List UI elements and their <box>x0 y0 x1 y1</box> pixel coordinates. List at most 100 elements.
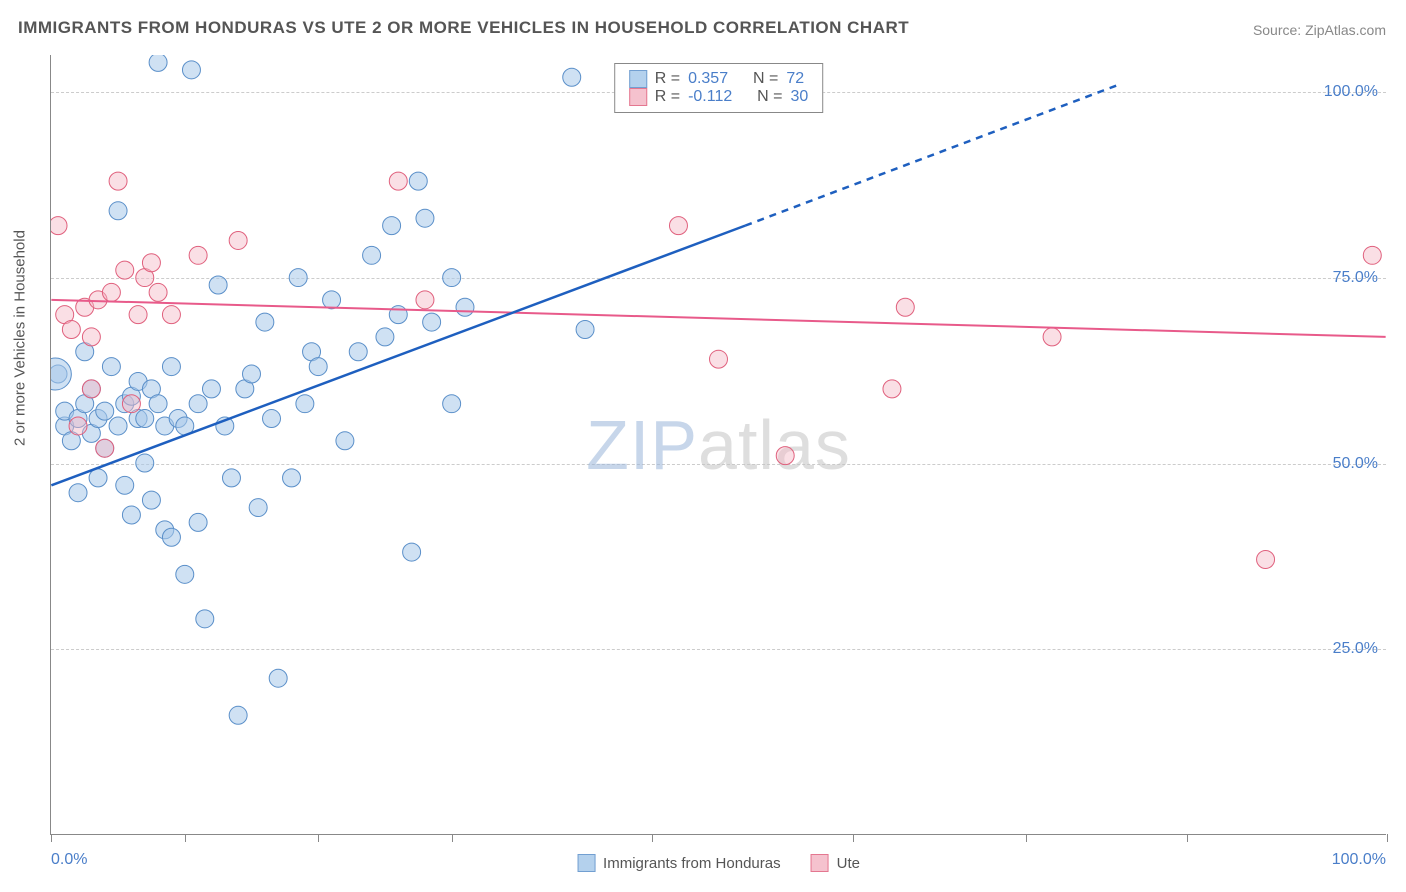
trend-line <box>51 300 1385 337</box>
chart-plot-area: ZIPatlas R = 0.357 N = 72 R = -0.112 N =… <box>50 55 1386 835</box>
data-point <box>669 217 687 235</box>
data-point <box>136 410 154 428</box>
data-point <box>96 402 114 420</box>
data-point <box>243 365 261 383</box>
data-point <box>129 306 147 324</box>
data-point <box>142 491 160 509</box>
data-point <box>109 202 127 220</box>
legend-swatch-b2 <box>811 854 829 872</box>
x-tick <box>853 834 854 842</box>
data-point <box>96 439 114 457</box>
data-point <box>162 528 180 546</box>
data-point <box>162 358 180 376</box>
r-value-2: -0.112 <box>688 88 732 106</box>
data-point <box>51 217 67 235</box>
scatter-svg <box>51 55 1386 834</box>
data-point <box>189 246 207 264</box>
data-point <box>122 506 140 524</box>
data-point <box>383 217 401 235</box>
series-name-1: Immigrants from Honduras <box>603 855 781 872</box>
x-tick <box>1387 834 1388 842</box>
data-point <box>109 417 127 435</box>
x-max-label: 100.0% <box>1332 851 1386 869</box>
data-point <box>409 172 427 190</box>
data-point <box>576 321 594 339</box>
data-point <box>102 358 120 376</box>
data-point <box>389 172 407 190</box>
data-point <box>269 669 287 687</box>
data-point <box>182 61 200 79</box>
x-tick <box>185 834 186 842</box>
data-point <box>376 328 394 346</box>
data-point <box>62 321 80 339</box>
legend-row-series2: R = -0.112 N = 30 <box>629 88 809 106</box>
data-point <box>1043 328 1061 346</box>
data-point <box>896 298 914 316</box>
data-point <box>883 380 901 398</box>
data-point <box>323 291 341 309</box>
legend-swatch-2 <box>629 88 647 106</box>
n-label: N = <box>753 70 778 88</box>
data-point <box>89 469 107 487</box>
data-point <box>149 55 167 71</box>
data-point <box>116 261 134 279</box>
data-point <box>456 298 474 316</box>
data-point <box>776 447 794 465</box>
data-point <box>249 499 267 517</box>
data-point <box>82 380 100 398</box>
n-value-1: 72 <box>786 70 804 88</box>
data-point <box>69 417 87 435</box>
x-tick <box>652 834 653 842</box>
data-point <box>563 68 581 86</box>
legend-item-2: Ute <box>811 854 860 872</box>
data-point <box>202 380 220 398</box>
data-point <box>416 209 434 227</box>
r-value-1: 0.357 <box>688 70 728 88</box>
source-label: Source: ZipAtlas.com <box>1253 22 1386 38</box>
data-point <box>229 706 247 724</box>
data-point <box>176 565 194 583</box>
data-point <box>710 350 728 368</box>
data-point <box>122 395 140 413</box>
data-point <box>136 454 154 472</box>
data-point <box>443 395 461 413</box>
data-point <box>162 306 180 324</box>
chart-title: IMMIGRANTS FROM HONDURAS VS UTE 2 OR MOR… <box>18 18 909 38</box>
data-point <box>309 358 327 376</box>
data-point <box>116 476 134 494</box>
data-point <box>363 246 381 264</box>
data-point <box>423 313 441 331</box>
legend-row-series1: R = 0.357 N = 72 <box>629 70 809 88</box>
x-tick <box>318 834 319 842</box>
data-point <box>256 313 274 331</box>
y-axis-label: 2 or more Vehicles in Household <box>12 230 29 446</box>
data-point <box>296 395 314 413</box>
r-label: R = <box>655 70 680 88</box>
x-min-label: 0.0% <box>51 851 87 869</box>
data-point <box>82 328 100 346</box>
legend-item-1: Immigrants from Honduras <box>577 854 781 872</box>
data-point <box>222 469 240 487</box>
data-point <box>189 513 207 531</box>
series-legend: Immigrants from Honduras Ute <box>577 854 860 872</box>
x-tick <box>452 834 453 842</box>
x-tick <box>51 834 52 842</box>
data-point <box>189 395 207 413</box>
data-point <box>443 269 461 287</box>
data-point <box>69 484 87 502</box>
data-point <box>403 543 421 561</box>
data-point <box>1257 551 1275 569</box>
data-point <box>196 610 214 628</box>
data-point <box>149 283 167 301</box>
r-label: R = <box>655 88 680 106</box>
data-point <box>102 283 120 301</box>
data-point <box>1363 246 1381 264</box>
data-point <box>263 410 281 428</box>
legend-swatch-1 <box>629 70 647 88</box>
data-point <box>283 469 301 487</box>
data-point <box>289 269 307 287</box>
data-point <box>416 291 434 309</box>
data-point <box>149 395 167 413</box>
data-point <box>336 432 354 450</box>
n-value-2: 30 <box>790 88 808 106</box>
